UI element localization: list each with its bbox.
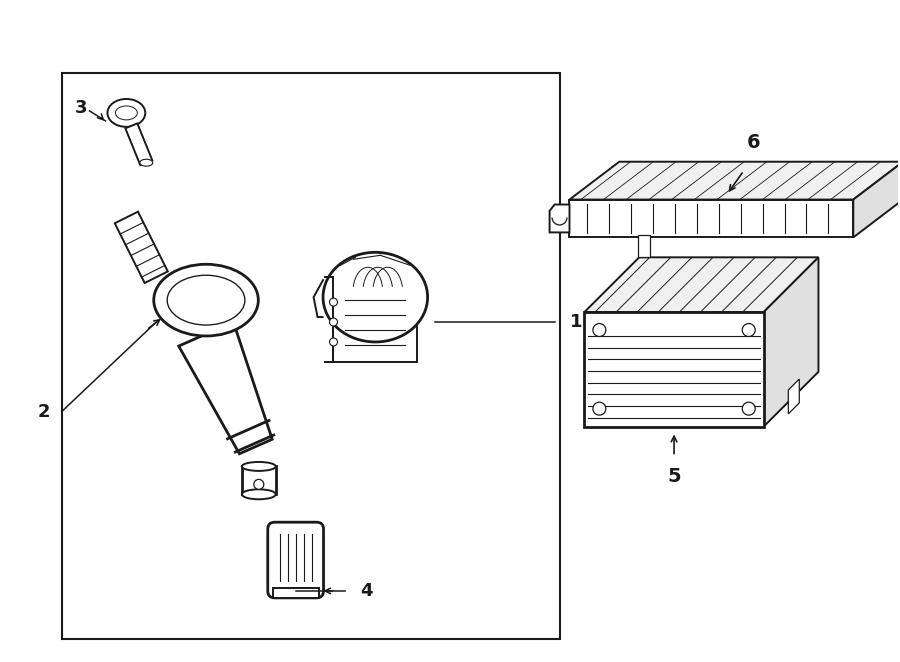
Circle shape: [254, 479, 264, 489]
Ellipse shape: [115, 106, 138, 120]
Ellipse shape: [323, 252, 427, 342]
FancyBboxPatch shape: [268, 522, 323, 598]
Ellipse shape: [107, 99, 145, 127]
Polygon shape: [179, 322, 272, 453]
Polygon shape: [550, 205, 570, 232]
Circle shape: [329, 338, 338, 346]
Polygon shape: [125, 123, 152, 165]
Polygon shape: [764, 258, 818, 426]
Polygon shape: [584, 258, 818, 312]
Polygon shape: [788, 379, 799, 414]
Circle shape: [742, 324, 755, 336]
Text: 5: 5: [667, 467, 681, 486]
Circle shape: [329, 318, 338, 326]
Polygon shape: [570, 162, 900, 199]
Text: 4: 4: [360, 582, 373, 600]
Bar: [61, 73, 560, 639]
Text: 6: 6: [747, 133, 760, 152]
Circle shape: [742, 402, 755, 415]
Circle shape: [329, 298, 338, 306]
Bar: [638, 236, 650, 258]
Text: 2: 2: [38, 402, 50, 420]
Ellipse shape: [242, 489, 275, 499]
Polygon shape: [853, 162, 900, 238]
Ellipse shape: [154, 264, 258, 336]
Bar: [242, 467, 275, 495]
Circle shape: [593, 402, 606, 415]
Circle shape: [593, 324, 606, 336]
Bar: [584, 312, 764, 426]
Ellipse shape: [140, 160, 153, 166]
Bar: [334, 297, 417, 362]
Ellipse shape: [167, 275, 245, 325]
Polygon shape: [115, 212, 167, 283]
Bar: [570, 199, 853, 238]
Text: 1: 1: [570, 313, 582, 331]
Text: 3: 3: [76, 99, 88, 117]
Ellipse shape: [242, 462, 275, 471]
Bar: [273, 588, 319, 598]
